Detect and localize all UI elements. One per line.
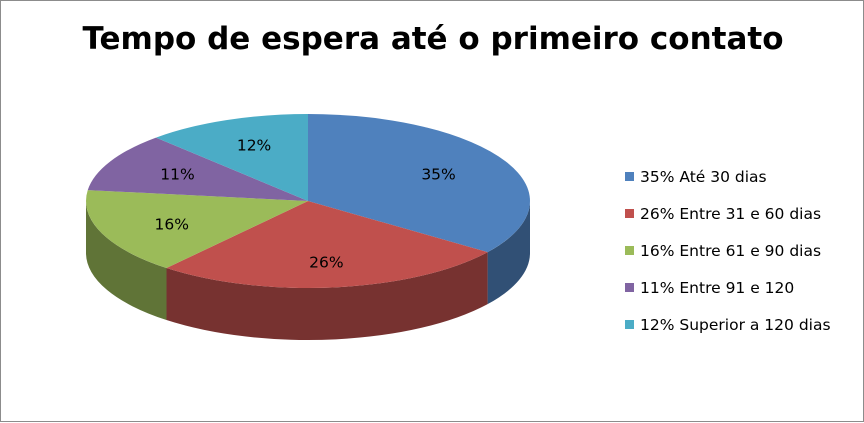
pie-slice xyxy=(87,137,308,201)
legend-label: 26% Entre 31 e 60 dias xyxy=(640,204,822,223)
pie-slice xyxy=(308,114,530,253)
pie-slice-side xyxy=(487,201,530,305)
legend-item: 12% Superior a 120 dias xyxy=(625,306,831,343)
pie-slice-side xyxy=(166,252,488,341)
pie-slice xyxy=(166,201,488,288)
pie-data-label: 35% xyxy=(421,165,455,183)
legend-item: 26% Entre 31 e 60 dias xyxy=(625,195,831,232)
legend-swatch xyxy=(625,283,634,292)
legend-swatch xyxy=(625,246,634,255)
legend-swatch xyxy=(625,320,634,329)
legend-label: 11% Entre 91 e 120 xyxy=(640,278,795,297)
legend-swatch xyxy=(625,172,634,181)
pie-side-faces xyxy=(86,201,530,341)
legend-item: 16% Entre 61 e 90 dias xyxy=(625,232,831,269)
pie-data-label: 16% xyxy=(155,215,189,233)
pie-slice xyxy=(156,114,308,201)
pie-slice xyxy=(85,190,308,269)
legend-item: 11% Entre 91 e 120 xyxy=(625,269,831,306)
chart-legend: 35% Até 30 dias 26% Entre 31 e 60 dias 1… xyxy=(625,158,831,343)
pie-data-label: 12% xyxy=(237,136,271,154)
pie-data-label: 11% xyxy=(160,165,194,183)
pie-top-faces xyxy=(85,114,530,288)
pie-data-label: 26% xyxy=(309,253,343,271)
legend-item: 35% Até 30 dias xyxy=(625,158,831,195)
chart-title: Tempo de espera até o primeiro contato xyxy=(82,21,784,57)
legend-label: 16% Entre 61 e 90 dias xyxy=(640,241,822,260)
legend-label: 12% Superior a 120 dias xyxy=(640,315,831,334)
pie-data-labels: 35% 26% 16% 11% 12% xyxy=(155,136,456,271)
pie-slice-side xyxy=(86,201,167,321)
legend-label: 35% Até 30 dias xyxy=(640,167,767,186)
legend-swatch xyxy=(625,209,634,218)
